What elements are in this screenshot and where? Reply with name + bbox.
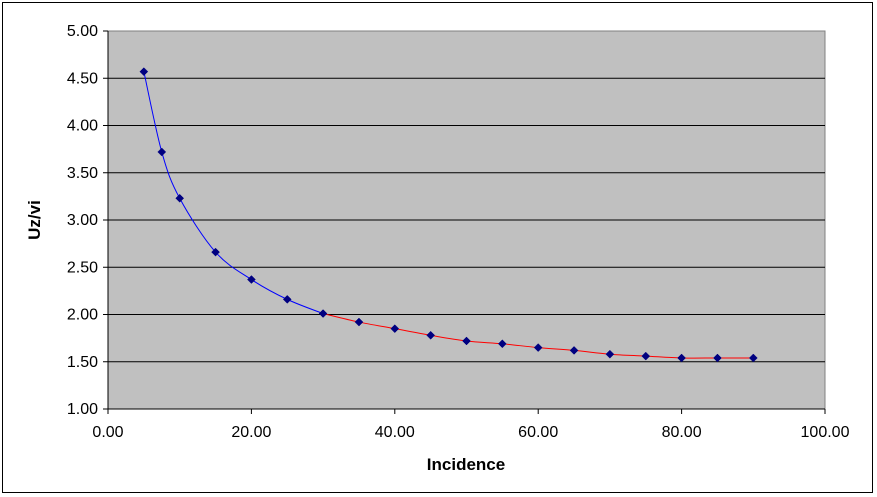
x-tick-label: 20.00 (231, 424, 271, 441)
axes (103, 30, 826, 414)
x-tick-label: 40.00 (375, 424, 415, 441)
data-point (569, 346, 579, 355)
data-point (354, 317, 364, 327)
data-markers (139, 67, 758, 363)
data-point (497, 339, 507, 349)
y-tick-label: 1.50 (67, 354, 98, 371)
x-tick-label: 60.00 (518, 424, 558, 441)
y-tick-label: 4.50 (67, 70, 98, 87)
data-point (139, 67, 149, 76)
data-point (282, 295, 292, 304)
x-axis-title: Incidence (427, 455, 505, 474)
tick-labels: 1.00 1.50 2.00 2.50 3.00 3.50 4.00 4.50 5.00 0.00… (67, 23, 850, 441)
x-tick-label: 100.00 (801, 424, 850, 441)
data-point (641, 351, 651, 361)
y-tick-label: 4.00 (67, 118, 98, 135)
data-point (157, 147, 167, 157)
x-tick-label: 80.00 (662, 424, 702, 441)
y-tick-label: 5.00 (67, 23, 98, 40)
x-tick-label: 0.00 (92, 424, 123, 441)
y-tick-label: 3.00 (67, 212, 98, 229)
data-point (175, 193, 185, 203)
data-point (748, 353, 758, 363)
data-point (605, 349, 615, 359)
data-point (211, 247, 220, 257)
data-point (462, 336, 471, 346)
data-point (713, 353, 722, 363)
data-point (677, 353, 686, 363)
gridlines (108, 77, 825, 363)
y-tick-label: 1.00 (67, 401, 98, 418)
data-point (390, 324, 400, 334)
y-tick-label: 3.50 (67, 165, 98, 182)
y-tick-label: 2.50 (67, 259, 98, 276)
data-point (247, 275, 256, 284)
data-point (426, 330, 436, 340)
y-tick-label: 2.00 (67, 307, 98, 324)
y-axis-title: Uz/vi (25, 200, 44, 240)
data-point (318, 309, 328, 318)
data-point (533, 343, 543, 352)
